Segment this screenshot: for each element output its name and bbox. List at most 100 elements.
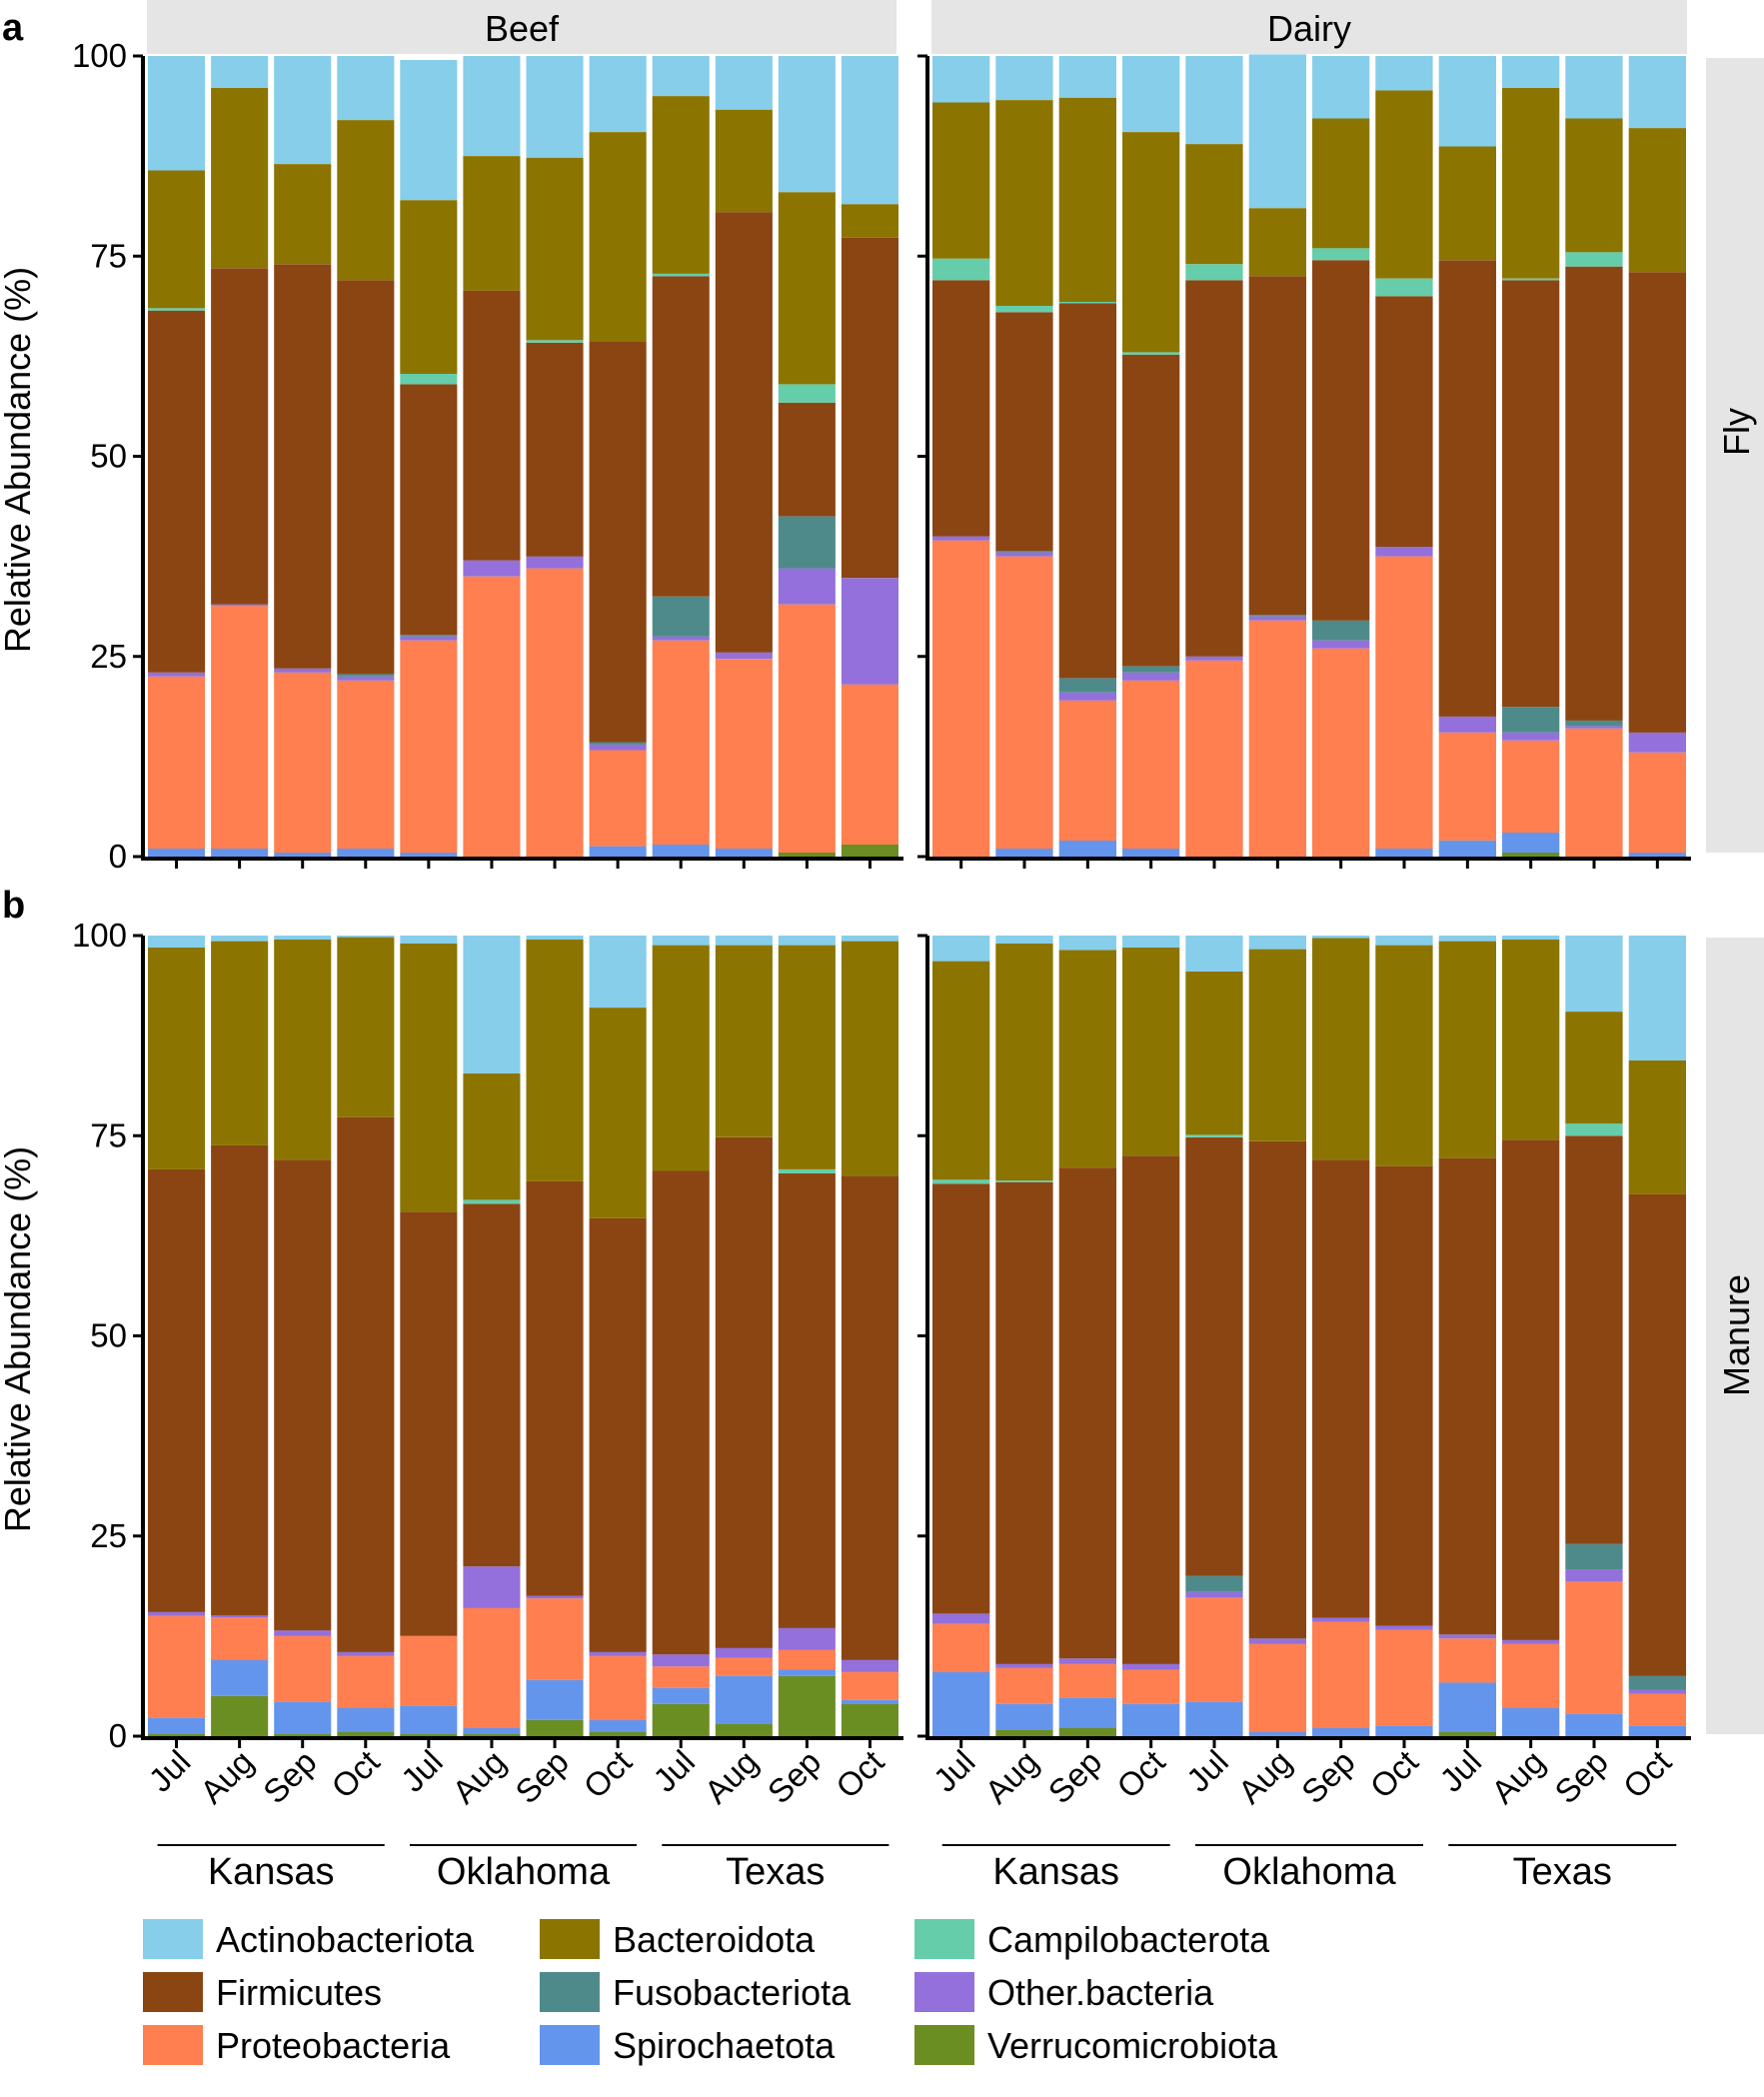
legend-swatch-spirochaetota [540, 2025, 600, 2065]
bar-segment-manure-dairy-texas-jul-firmicutes [1438, 1157, 1496, 1635]
bar-segment-manure-beef-kansas-aug-actinobacteriota [211, 936, 269, 942]
bar-segment-fly-dairy-kansas-oct-spirochaetota [1122, 849, 1180, 857]
y-tick-label: 0 [109, 838, 127, 875]
bar-segment-fly-beef-oklahoma-oct-spirochaetota [589, 846, 647, 857]
bar-segment-fly-beef-texas-sep-actinobacteriota [778, 56, 836, 193]
bar-segment-fly-beef-oklahoma-jul-actinobacteriota [400, 60, 458, 201]
bar-segment-manure-dairy-kansas-sep-proteobacteria [1058, 1663, 1116, 1698]
bar-segment-manure-beef-oklahoma-aug-other-bacteria [463, 1566, 521, 1608]
bar-segment-manure-beef-texas-aug-verrucomicrobiota [715, 1724, 773, 1736]
bar-segment-fly-beef-kansas-sep-proteobacteria [274, 672, 332, 853]
bar-segment-manure-dairy-kansas-oct-spirochaetota [1122, 1704, 1180, 1736]
bar-segment-manure-dairy-kansas-aug-campilobacterota [995, 1180, 1053, 1182]
bar-segment-fly-dairy-kansas-aug-bacteroidota [995, 100, 1053, 306]
bar-segment-fly-dairy-oklahoma-oct-firmicutes [1375, 296, 1433, 547]
x-tick-label-beef-kansas-jul: Jul [141, 1743, 197, 1799]
bar-segment-manure-dairy-oklahoma-jul-fusobacteriota [1185, 1575, 1243, 1592]
bar-segment-manure-beef-oklahoma-oct-bacteroidota [589, 1008, 647, 1218]
x-tick-label-beef-oklahoma-oct: Oct [577, 1743, 639, 1805]
bar-segment-manure-beef-oklahoma-aug-proteobacteria [463, 1607, 521, 1728]
x-tick-label-dairy-kansas-jul: Jul [926, 1743, 982, 1799]
bar-segment-manure-beef-oklahoma-oct-spirochaetota [589, 1720, 647, 1732]
bar-segment-manure-dairy-kansas-jul-campilobacterota [932, 1179, 990, 1184]
bar-segment-fly-beef-kansas-aug-spirochaetota [211, 849, 269, 857]
panel-fly-beef: 0 25 50 75 100 [72, 37, 903, 875]
bar-segment-fly-beef-texas-aug-other-bacteria [715, 652, 773, 660]
y-tick-label: 100 [72, 37, 127, 74]
x-tick-label-dairy-kansas-oct: Oct [1109, 1743, 1171, 1805]
bar-segment-fly-dairy-kansas-sep-other-bacteria [1058, 692, 1116, 701]
bar-segment-fly-dairy-oklahoma-aug-bacteroidota [1248, 208, 1306, 277]
bar-segment-manure-dairy-texas-oct-bacteroidota [1628, 1060, 1686, 1194]
bar-segment-fly-beef-kansas-sep-spirochaetota [274, 853, 332, 857]
bar-segment-fly-beef-texas-jul-firmicutes [652, 276, 710, 597]
bar-segment-fly-dairy-texas-oct-firmicutes [1628, 272, 1686, 733]
bar-segment-manure-dairy-oklahoma-oct-spirochaetota [1375, 1725, 1433, 1736]
bar-segment-fly-dairy-oklahoma-aug-actinobacteriota [1248, 54, 1306, 209]
panel-manure-dairy [917, 934, 1691, 1748]
x-tick-label-dairy-texas-sep: Sep [1547, 1743, 1615, 1811]
facet-strip-beef [147, 0, 896, 54]
bar-segment-fly-dairy-kansas-aug-spirochaetota [995, 849, 1053, 857]
bar-segment-fly-beef-oklahoma-sep-proteobacteria [526, 568, 584, 857]
y-tick-label: 50 [90, 1317, 127, 1354]
bar-segment-manure-dairy-texas-oct-fusobacteriota [1628, 1675, 1686, 1690]
bar-segment-manure-dairy-oklahoma-sep-spirochaetota [1312, 1728, 1370, 1736]
bar-segment-manure-beef-kansas-oct-verrucomicrobiota [337, 1732, 395, 1736]
bar-segment-manure-beef-kansas-jul-firmicutes [148, 1168, 206, 1612]
panel-letter-b: b [2, 885, 25, 927]
bar-segment-manure-dairy-texas-jul-spirochaetota [1438, 1682, 1496, 1732]
bar-segment-fly-beef-oklahoma-aug-other-bacteria [463, 560, 521, 577]
x-tick-label-dairy-texas-jul: Jul [1432, 1743, 1488, 1799]
bar-segment-fly-beef-oklahoma-jul-other-bacteria [400, 636, 458, 641]
y-tick-label: 50 [90, 438, 127, 475]
bar-segment-fly-dairy-oklahoma-sep-bacteroidota [1312, 118, 1370, 249]
bar-segment-fly-beef-kansas-oct-other-bacteria [337, 676, 395, 681]
bar-segment-manure-beef-texas-sep-bacteroidota [778, 945, 836, 1169]
bar-segment-fly-beef-texas-oct-other-bacteria [841, 578, 898, 685]
bar-segment-fly-beef-kansas-aug-actinobacteriota [211, 56, 269, 88]
bar-segment-fly-dairy-oklahoma-jul-campilobacterota [1185, 264, 1243, 281]
x-tick-label-dairy-oklahoma-jul: Jul [1179, 1743, 1235, 1799]
legend-swatch-actinobacteriota [143, 1919, 203, 1959]
bar-segment-fly-beef-oklahoma-oct-actinobacteriota [589, 56, 647, 133]
bar-segment-manure-dairy-texas-oct-other-bacteria [1628, 1689, 1686, 1694]
bar-segment-fly-dairy-kansas-sep-firmicutes [1058, 303, 1116, 679]
bar-segment-fly-dairy-oklahoma-sep-other-bacteria [1312, 640, 1370, 649]
bar-segment-manure-dairy-texas-sep-campilobacterota [1565, 1123, 1623, 1136]
bar-segment-fly-dairy-oklahoma-aug-fusobacteriota [1248, 615, 1306, 617]
bar-segment-manure-beef-oklahoma-jul-proteobacteria [400, 1635, 458, 1706]
bar-segment-fly-beef-texas-jul-fusobacteriota [652, 596, 710, 637]
bar-segment-fly-beef-texas-oct-firmicutes [841, 237, 898, 579]
x-tick-label-beef-texas-jul: Jul [646, 1743, 702, 1799]
bar-segment-fly-dairy-oklahoma-oct-proteobacteria [1375, 556, 1433, 849]
bar-segment-fly-beef-texas-aug-proteobacteria [715, 659, 773, 849]
bar-segment-fly-dairy-texas-jul-spirochaetota [1438, 841, 1496, 857]
bar-segment-fly-dairy-texas-sep-firmicutes [1565, 266, 1623, 721]
bar-segment-manure-dairy-oklahoma-oct-other-bacteria [1375, 1625, 1433, 1630]
bar-segment-fly-dairy-kansas-aug-other-bacteria [995, 552, 1053, 557]
bar-segment-manure-dairy-texas-aug-firmicutes [1502, 1139, 1560, 1640]
state-label-beef-kansas: Kansas [208, 1851, 335, 1893]
bar-segment-manure-dairy-kansas-aug-bacteroidota [995, 944, 1053, 1181]
bar-segment-manure-dairy-oklahoma-jul-firmicutes [1185, 1136, 1243, 1576]
bar-segment-fly-beef-oklahoma-jul-spirochaetota [400, 853, 458, 857]
bar-segment-manure-beef-oklahoma-aug-campilobacterota [463, 1199, 521, 1204]
legend-label-campilobacterota: Campilobacterota [987, 1919, 1270, 1960]
bar-segment-manure-dairy-oklahoma-sep-firmicutes [1312, 1159, 1370, 1618]
bar-segment-fly-beef-texas-sep-fusobacteriota [778, 516, 836, 569]
bar-segment-manure-dairy-kansas-oct-bacteroidota [1122, 948, 1180, 1156]
bar-segment-fly-beef-oklahoma-jul-proteobacteria [400, 640, 458, 853]
bar-segment-fly-dairy-oklahoma-jul-actinobacteriota [1185, 56, 1243, 145]
bar-segment-manure-dairy-texas-sep-proteobacteria [1565, 1581, 1623, 1714]
bar-segment-manure-beef-oklahoma-aug-actinobacteriota [463, 936, 521, 1073]
bar-segment-fly-dairy-kansas-sep-bacteroidota [1058, 97, 1116, 302]
bar-segment-manure-dairy-texas-oct-actinobacteriota [1628, 936, 1686, 1060]
bar-segment-manure-dairy-kansas-aug-verrucomicrobiota [995, 1729, 1053, 1736]
x-tick-label-dairy-oklahoma-oct: Oct [1362, 1743, 1424, 1805]
bar-segment-manure-dairy-oklahoma-sep-actinobacteriota [1312, 936, 1370, 939]
bar-segment-manure-beef-oklahoma-aug-firmicutes [463, 1203, 521, 1567]
bar-segment-manure-beef-kansas-aug-bacteroidota [211, 941, 269, 1145]
legend-swatch-firmicutes [143, 1972, 203, 2012]
bar-segment-manure-beef-oklahoma-jul-spirochaetota [400, 1705, 458, 1734]
